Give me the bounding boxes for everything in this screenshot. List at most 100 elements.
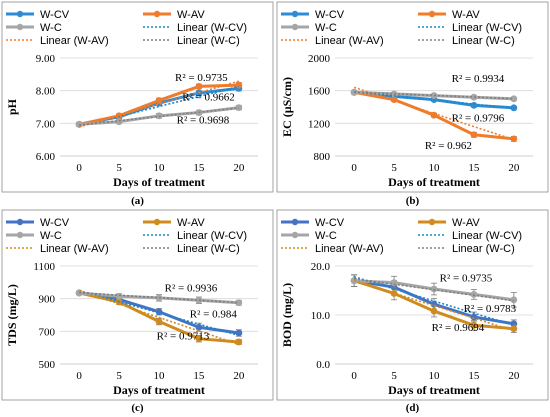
r-squared-label: R² = 0.9713 bbox=[157, 331, 210, 343]
data-point-W-C bbox=[430, 92, 438, 99]
legend-label: W-C bbox=[40, 22, 62, 34]
r-squared-label: R² = 0.9783 bbox=[464, 303, 517, 315]
y-tick-label: 700 bbox=[39, 326, 56, 338]
legend-marker-W-C bbox=[291, 231, 299, 239]
legend-label: Linear (W-C) bbox=[177, 243, 240, 255]
r-squared-label: R² = 0.9936 bbox=[165, 282, 218, 294]
y-tick-label: 900 bbox=[39, 294, 56, 306]
y-axis-title: pH bbox=[5, 98, 19, 115]
legend-label: W-CV bbox=[315, 217, 345, 229]
panel-b: W-CV W-AV W-C Linear (W-CV) Linear (W-AV) Lin… bbox=[275, 0, 550, 208]
legend-label: W-CV bbox=[40, 9, 70, 21]
y-tick-label: 0.0 bbox=[316, 359, 330, 371]
chart-c: W-CV W-AV W-C Linear (W-CV) Linear (W-AV) Lin… bbox=[1, 209, 274, 401]
panel-a: W-CV W-AV W-C Linear (W-CV) Linear (W-AV) Lin… bbox=[0, 0, 275, 208]
x-axis-title: Days of treatment bbox=[113, 175, 205, 189]
x-tick-label: 15 bbox=[468, 370, 480, 382]
legend-label: W-CV bbox=[315, 9, 345, 21]
y-tick-label: 9.00 bbox=[36, 53, 56, 65]
legend-marker-W-CV bbox=[16, 10, 24, 18]
panel-d: W-CV W-AV W-C Linear (W-CV) Linear (W-AV) Lin… bbox=[275, 208, 550, 416]
x-tick-label: 20 bbox=[233, 370, 245, 382]
data-point-W-CV bbox=[470, 313, 478, 321]
legend-marker-W-AV bbox=[153, 10, 161, 18]
x-tick-label: 15 bbox=[468, 162, 480, 174]
r-squared-label: R² = 0.9662 bbox=[182, 91, 235, 103]
legend-label: Linear (W-AV) bbox=[315, 243, 384, 255]
legend-label: Linear (W-AV) bbox=[40, 243, 109, 255]
r-squared-label: R² = 0.984 bbox=[190, 308, 238, 320]
legend-label: W-AV bbox=[452, 217, 480, 229]
r-squared-label: R² = 0.9735 bbox=[440, 273, 493, 285]
y-axis-title: EC (µS/cm) bbox=[280, 77, 294, 137]
data-point-W-AV bbox=[195, 83, 203, 90]
trendline-Linear (W-C) bbox=[354, 91, 514, 100]
data-point-W-AV bbox=[155, 318, 163, 325]
legend-label: Linear (W-C) bbox=[452, 243, 515, 255]
legend-label: W-C bbox=[40, 230, 62, 242]
x-tick-label: 15 bbox=[193, 370, 205, 382]
legend-label: W-AV bbox=[177, 217, 205, 229]
y-axis-title: TDS (mg/L) bbox=[5, 284, 19, 346]
x-tick-label: 15 bbox=[193, 162, 205, 174]
legend-marker-W-C bbox=[16, 23, 24, 31]
caption-c: (c) bbox=[131, 402, 144, 414]
x-tick-label: 20 bbox=[508, 162, 520, 174]
legend-label: W-AV bbox=[177, 9, 205, 21]
data-point-W-C bbox=[470, 93, 478, 101]
chart-b: W-CV W-AV W-C Linear (W-CV) Linear (W-AV) Lin… bbox=[276, 1, 549, 193]
data-point-W-CV bbox=[195, 323, 203, 331]
y-axis-title: BOD (mg/L) bbox=[280, 283, 294, 347]
x-tick-label: 20 bbox=[508, 370, 520, 382]
data-point-W-AV bbox=[510, 325, 518, 333]
data-point-W-C bbox=[510, 95, 518, 103]
y-tick-label: 1600 bbox=[308, 86, 331, 98]
y-tick-label: 20.0 bbox=[311, 261, 331, 273]
trendline-Linear (W-C) bbox=[79, 107, 239, 126]
y-tick-label: 800 bbox=[314, 151, 331, 163]
legend-label: W-C bbox=[315, 230, 337, 242]
y-tick-label: 2000 bbox=[308, 53, 331, 65]
trendline-Linear (W-AV) bbox=[353, 86, 515, 141]
x-tick-label: 0 bbox=[351, 162, 357, 174]
trendline-Linear (W-C) bbox=[79, 291, 239, 304]
legend-label: Linear (W-AV) bbox=[40, 35, 109, 47]
legend-label: Linear (W-C) bbox=[452, 35, 515, 47]
legend-marker-W-AV bbox=[428, 218, 436, 226]
x-tick-label: 0 bbox=[76, 162, 82, 174]
x-tick-label: 0 bbox=[76, 370, 82, 382]
trendline-Linear (W-CV) bbox=[354, 91, 514, 110]
panel-c: W-CV W-AV W-C Linear (W-CV) Linear (W-AV) Lin… bbox=[0, 208, 275, 416]
data-point-W-C bbox=[470, 291, 478, 298]
data-point-W-C bbox=[350, 277, 358, 285]
r-squared-label: R² = 0.9735 bbox=[175, 72, 228, 84]
data-point-W-C bbox=[235, 299, 243, 307]
data-point-W-AV bbox=[195, 335, 203, 343]
y-tick-label: 8.00 bbox=[36, 86, 56, 98]
r-squared-label: R² = 0.9934 bbox=[452, 73, 505, 85]
legend-label: Linear (W-CV) bbox=[177, 22, 247, 34]
y-tick-label: 1100 bbox=[33, 261, 55, 273]
data-point-W-AV bbox=[235, 338, 243, 346]
x-tick-label: 10 bbox=[154, 162, 166, 174]
legend-marker-W-C bbox=[16, 231, 24, 239]
x-tick-label: 5 bbox=[116, 162, 122, 174]
legend-label: Linear (W-C) bbox=[177, 35, 240, 47]
y-tick-label: 7.00 bbox=[36, 118, 56, 130]
data-point-W-AV bbox=[510, 135, 518, 143]
legend-label: W-C bbox=[315, 22, 337, 34]
x-tick-label: 10 bbox=[429, 162, 441, 174]
chart-d: W-CV W-AV W-C Linear (W-CV) Linear (W-AV) Lin… bbox=[276, 209, 549, 401]
x-tick-label: 0 bbox=[351, 370, 357, 382]
legend-label: W-CV bbox=[40, 217, 70, 229]
legend-marker-W-CV bbox=[291, 218, 299, 226]
trendline-Linear (W-CV) bbox=[78, 85, 240, 128]
y-tick-label: 6.00 bbox=[36, 151, 56, 163]
caption-d: (d) bbox=[405, 402, 420, 414]
y-tick-label: 10.0 bbox=[311, 310, 331, 322]
caption-a: (a) bbox=[131, 195, 144, 207]
legend-label: Linear (W-CV) bbox=[177, 230, 247, 242]
y-tick-label: 500 bbox=[39, 359, 56, 371]
r-squared-label: R² = 0.9698 bbox=[177, 114, 230, 126]
